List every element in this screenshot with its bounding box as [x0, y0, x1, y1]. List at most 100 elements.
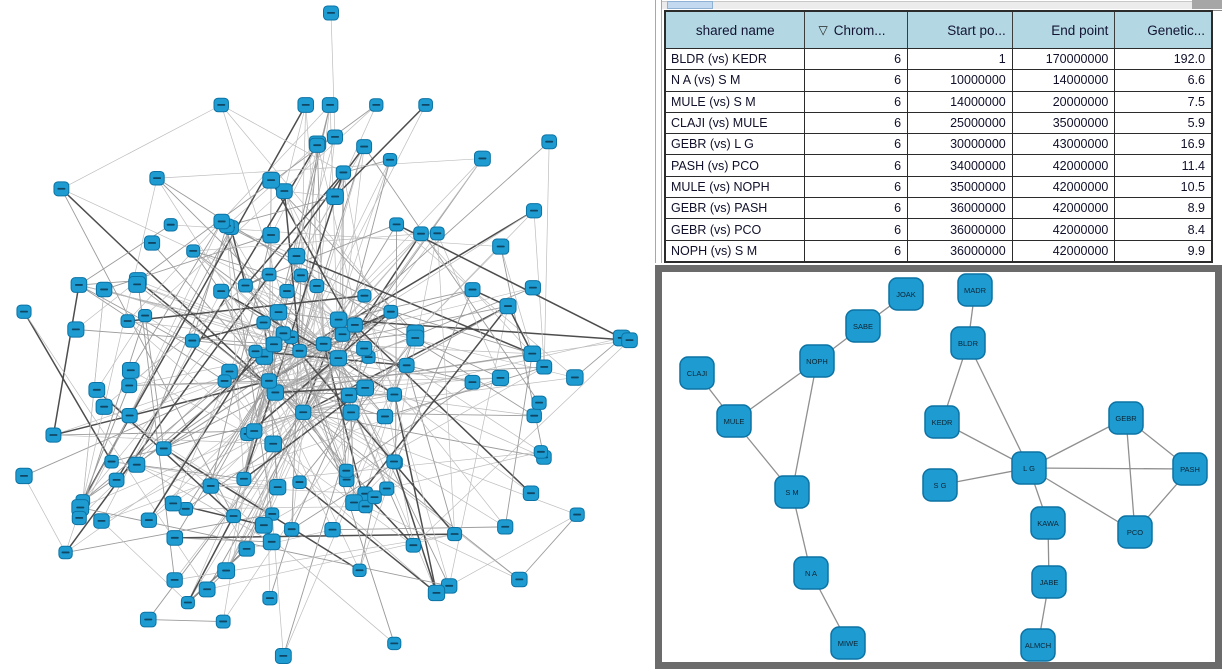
network-edge[interactable] [53, 380, 270, 436]
network-edge[interactable] [136, 464, 272, 543]
network-edge[interactable] [247, 311, 392, 435]
network-edge[interactable] [359, 462, 396, 571]
network-node[interactable] [340, 387, 358, 403]
edge-name-cell[interactable]: NOPH (vs) S M [666, 240, 806, 261]
network-node[interactable] [541, 134, 557, 150]
network-node[interactable] [143, 235, 161, 251]
network-edge[interactable] [144, 315, 165, 449]
network-edge[interactable] [284, 190, 318, 287]
table-row[interactable]: BLDR (vs) KEDR 6 1 170000000 192.0 [666, 49, 1211, 71]
network-edge[interactable] [436, 233, 501, 379]
network-node[interactable] [236, 471, 252, 486]
value-cell[interactable]: 192.0 [1173, 52, 1206, 67]
network-edge[interactable] [245, 285, 343, 335]
network-edge[interactable] [210, 485, 366, 495]
network-node[interactable] [569, 507, 585, 522]
network-node[interactable] [166, 572, 183, 588]
network-node[interactable] [238, 541, 255, 557]
network-node[interactable] [398, 357, 415, 373]
network-node-s-g[interactable]: S G [922, 468, 958, 502]
network-node[interactable] [95, 281, 113, 298]
value-cell[interactable]: 8.9 [1187, 201, 1206, 216]
value-cell[interactable]: 8.4 [1187, 222, 1206, 237]
network-edge[interactable] [144, 315, 276, 393]
network-edge[interactable] [354, 324, 532, 494]
network-node[interactable] [292, 343, 307, 358]
network-edge[interactable] [137, 280, 176, 581]
value-cell[interactable]: 35000000 [1013, 112, 1116, 134]
network-node[interactable] [163, 218, 178, 232]
network-node[interactable] [526, 408, 542, 424]
network-edge[interactable] [129, 221, 222, 416]
full-network-view[interactable] [0, 0, 655, 669]
network-edge[interactable] [187, 548, 247, 603]
network-edge[interactable] [303, 356, 369, 413]
network-node[interactable] [284, 522, 300, 537]
network-node[interactable] [16, 304, 32, 319]
edge-name-cell[interactable]: MULE (vs) NOPH [666, 176, 806, 198]
value-cell[interactable]: 5.9 [1187, 116, 1206, 131]
network-edge[interactable] [302, 159, 391, 413]
network-node[interactable] [262, 533, 281, 551]
table-row[interactable]: N A (vs) S M 6 10000000 14000000 6.6 [666, 70, 1211, 92]
network-node[interactable] [213, 283, 230, 299]
network-node[interactable] [315, 336, 332, 352]
value-cell[interactable]: 6 [805, 155, 909, 176]
network-node[interactable] [265, 336, 283, 353]
network-node[interactable] [356, 139, 373, 155]
network-edge[interactable] [334, 104, 427, 198]
value-cell[interactable]: 36000000 [908, 219, 1013, 240]
value-cell[interactable]: 6 [805, 219, 909, 240]
network-edge[interactable] [75, 329, 275, 345]
network-edge[interactable] [210, 485, 278, 488]
value-cell[interactable]: 6 [805, 134, 909, 155]
network-node-sabe[interactable]: SABE [845, 309, 881, 343]
network-node[interactable] [511, 571, 528, 588]
network-node[interactable] [386, 454, 402, 469]
network-node[interactable] [367, 490, 382, 505]
value-cell[interactable]: 6 [805, 49, 909, 70]
value-cell[interactable]: 6 [805, 70, 909, 91]
network-node-mule[interactable]: MULE [716, 404, 752, 438]
network-node[interactable] [262, 267, 277, 282]
network-node[interactable] [418, 98, 433, 112]
network-node[interactable] [58, 545, 73, 560]
network-node[interactable] [279, 284, 295, 299]
pane-splitter[interactable] [655, 0, 656, 263]
network-edge[interactable] [363, 146, 540, 403]
network-node[interactable] [309, 279, 325, 294]
value-cell[interactable]: 14000000 [1013, 70, 1116, 91]
network-edge[interactable] [127, 295, 365, 322]
network-edge[interactable] [130, 370, 248, 435]
network-edge[interactable] [60, 188, 276, 394]
network-edge[interactable] [263, 358, 339, 526]
network-edge[interactable] [243, 344, 275, 479]
network-edge[interactable] [225, 486, 279, 571]
network-node[interactable] [121, 407, 138, 424]
network-node[interactable] [262, 591, 278, 606]
network-node[interactable] [121, 378, 138, 394]
network-node[interactable] [104, 454, 119, 469]
network-edge[interactable] [436, 233, 455, 535]
network-edge[interactable] [78, 224, 171, 286]
network-node[interactable] [621, 332, 638, 349]
network-node[interactable] [499, 298, 517, 315]
edge-name-cell[interactable]: CLAJI (vs) MULE [666, 112, 806, 134]
network-edge[interactable] [305, 104, 325, 344]
network-edge[interactable] [221, 221, 347, 480]
network-edge[interactable] [330, 12, 336, 138]
network-edge-LG-PASH[interactable] [1028, 467, 1191, 470]
network-node[interactable] [260, 373, 278, 389]
network-edge[interactable] [148, 619, 224, 623]
network-edge[interactable] [61, 188, 234, 517]
network-node[interactable] [497, 519, 514, 535]
network-edge[interactable] [420, 233, 545, 368]
network-node[interactable] [492, 238, 510, 255]
network-node[interactable] [338, 463, 354, 478]
column-header-end-point[interactable]: End point [1013, 12, 1116, 48]
network-node[interactable] [254, 516, 273, 534]
value-cell[interactable]: 170000000 [1013, 49, 1116, 70]
network-edge[interactable] [395, 289, 473, 463]
network-edge[interactable] [225, 358, 339, 571]
network-node[interactable] [248, 344, 263, 358]
